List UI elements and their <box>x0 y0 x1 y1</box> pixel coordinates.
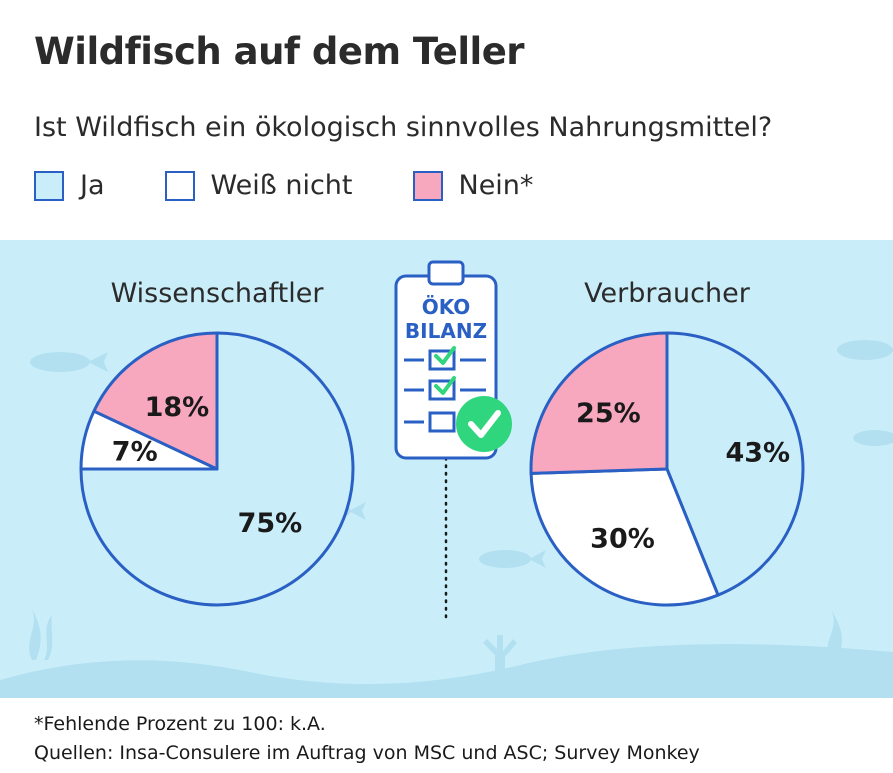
pie-label-nein: 18% <box>145 392 210 423</box>
chart-panel: Wissenschaftler Verbraucher 75% 7% 18% 43%… <box>0 240 893 698</box>
pie-verbraucher: 43% 30% 25% <box>529 331 805 607</box>
coral-icon <box>483 635 517 680</box>
chart-subtitle: Ist Wildfisch ein ökologisch sinnvolles … <box>34 112 773 143</box>
seaweed-icon <box>827 608 843 660</box>
pie-title-wissenschaftler: Wissenschaftler <box>111 278 325 309</box>
pie-label-ja: 75% <box>238 508 303 539</box>
pie-label-weiss-nicht: 7% <box>112 437 158 468</box>
chart-svg: Wissenschaftler Verbraucher 75% 7% 18% 43%… <box>0 260 893 698</box>
check-mark-icon <box>434 346 456 395</box>
clipboard-text-oeko: ÖKO <box>422 295 471 319</box>
clipboard-icon: ÖKO BILANZ <box>394 260 512 460</box>
check-badge-icon <box>456 396 512 452</box>
legend-label-nein: Nein* <box>458 170 534 201</box>
pie-slice-ja <box>665 331 805 597</box>
legend-swatch-nein <box>412 170 443 201</box>
fish-icon <box>479 550 546 568</box>
footnote-line-1: *Fehlende Prozent zu 100: k.A. <box>34 713 326 735</box>
legend-item-weiss-nicht: Weiß nicht <box>164 170 353 201</box>
pie-slice-nein <box>529 331 669 475</box>
pie-slice-nein <box>92 331 219 471</box>
pie-title-verbraucher: Verbraucher <box>584 278 751 309</box>
legend-item-ja: Ja <box>34 170 105 201</box>
pie-label-weiss-nicht: 30% <box>590 523 655 554</box>
fish-icon <box>30 352 108 372</box>
legend-swatch-ja <box>34 170 64 201</box>
pie-wissenschaftler: 75% 7% 18% <box>79 331 355 607</box>
chart-title: Wildfisch auf dem Teller <box>34 30 525 73</box>
footnote-line-2: Quellen: Insa-Consulere im Auftrag von M… <box>34 742 700 764</box>
seafloor <box>0 643 893 698</box>
fish-icon <box>853 430 893 446</box>
seaweed-icon <box>29 605 53 660</box>
legend: Ja Weiß nicht Nein* <box>34 170 533 201</box>
legend-label-ja: Ja <box>80 170 105 201</box>
pie-label-ja: 43% <box>725 437 790 468</box>
pie-label-nein: 25% <box>576 398 641 429</box>
legend-swatch-weiss-nicht <box>164 170 195 201</box>
fish-icon <box>837 340 893 360</box>
footnote: *Fehlende Prozent zu 100: k.A. Quellen: … <box>34 710 700 768</box>
legend-label-weiss-nicht: Weiß nicht <box>210 170 353 201</box>
clipboard-text-bilanz: BILANZ <box>405 319 487 343</box>
pie-slice-weiss-nicht <box>529 467 720 607</box>
legend-item-nein: Nein* <box>412 170 534 201</box>
